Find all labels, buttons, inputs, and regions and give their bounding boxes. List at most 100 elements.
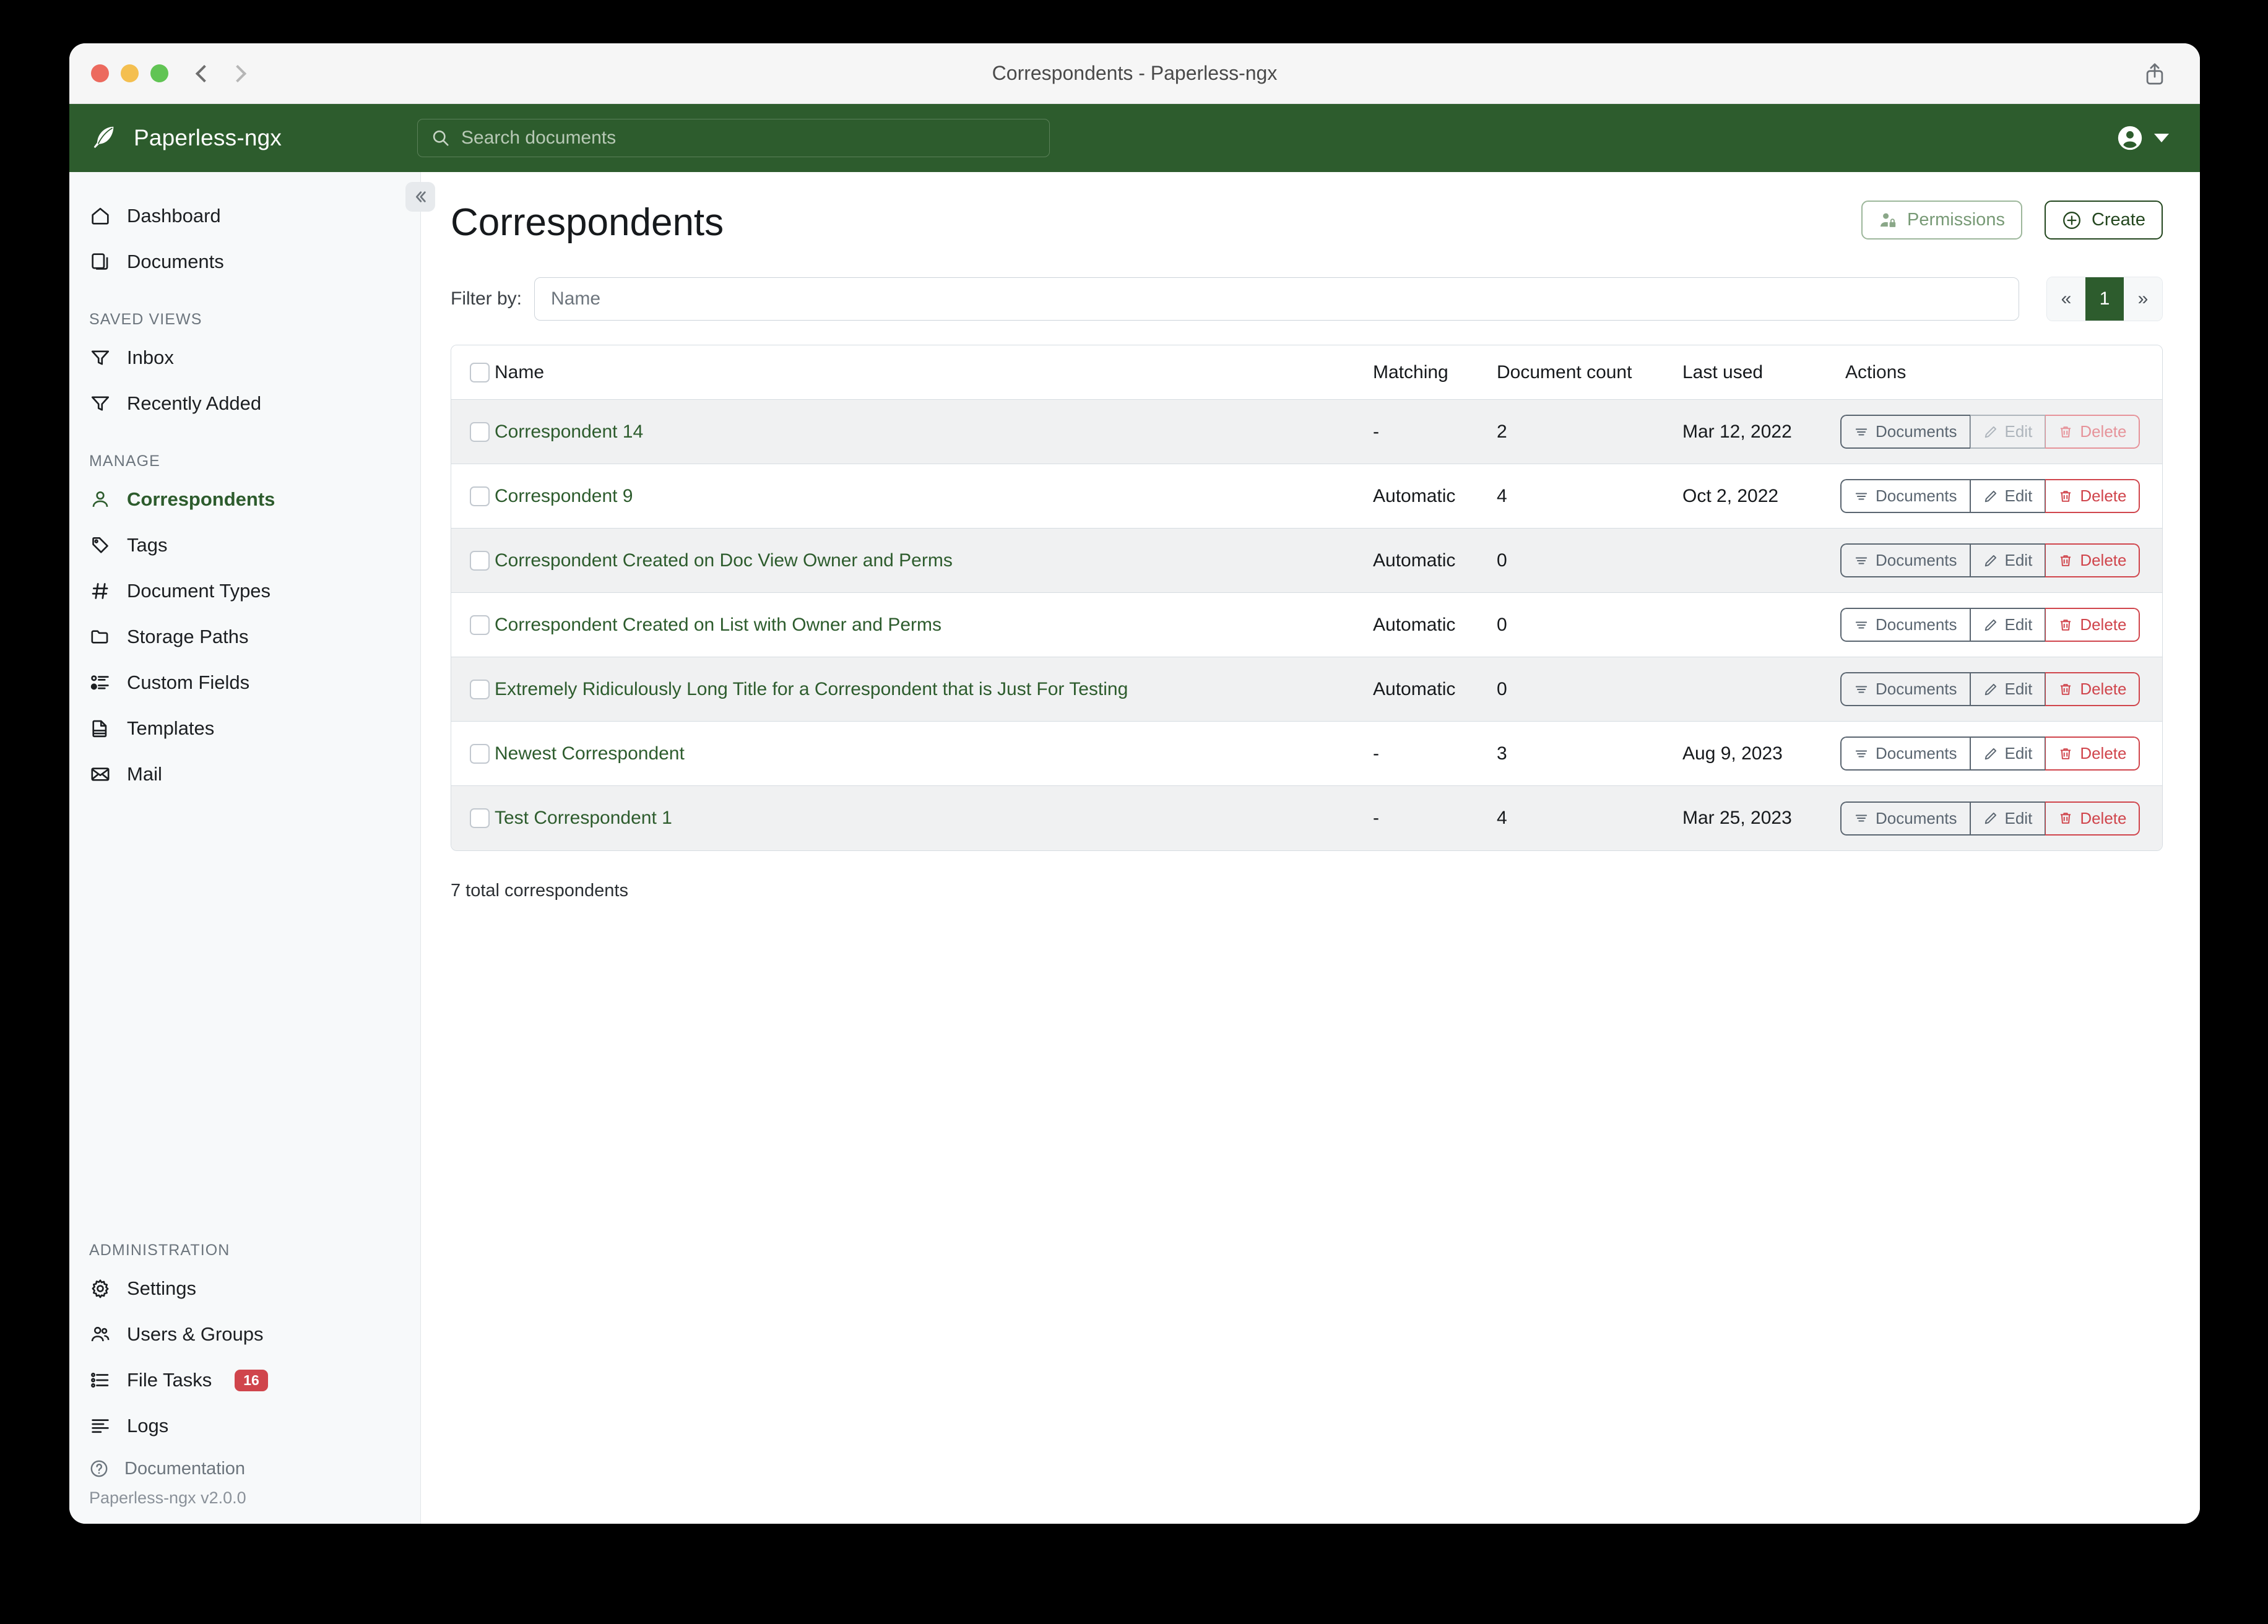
- sidebar-item-tags[interactable]: Tags: [69, 522, 420, 568]
- sidebar-item-label: Inbox: [127, 347, 174, 368]
- row-checkbox[interactable]: [470, 679, 490, 699]
- app-header: Paperless-ngx Search documents: [69, 104, 2200, 172]
- correspondent-link[interactable]: Extremely Ridiculously Long Title for a …: [495, 678, 1128, 699]
- sidebar-item-templates[interactable]: Templates: [69, 706, 420, 751]
- row-checkbox[interactable]: [470, 421, 490, 442]
- delete-button[interactable]: Delete: [2045, 608, 2140, 642]
- sidebar-item-label: Settings: [127, 1277, 197, 1299]
- pagination-prev-button[interactable]: «: [2047, 277, 2085, 321]
- correspondent-link[interactable]: Test Correspondent 1: [495, 808, 672, 828]
- delete-button[interactable]: Delete: [2045, 736, 2140, 771]
- browser-window: Correspondents - Paperless-ngx Paperless…: [69, 43, 2200, 1524]
- edit-button[interactable]: Edit: [1970, 672, 2046, 706]
- minimize-window-button[interactable]: [121, 64, 139, 82]
- row-checkbox[interactable]: [470, 743, 490, 764]
- sidebar-heading-saved-views: Saved views: [89, 311, 202, 328]
- row-checkbox[interactable]: [470, 550, 490, 571]
- delete-button[interactable]: Delete: [2045, 672, 2140, 706]
- correspondent-link[interactable]: Correspondent 9: [495, 485, 633, 506]
- pagination-page-1-button[interactable]: 1: [2085, 277, 2124, 321]
- share-icon[interactable]: [2144, 62, 2165, 85]
- person-lock-icon: [1879, 211, 1897, 230]
- table-row: Correspondent Created on List with Owner…: [451, 593, 2162, 657]
- sidebar-item-document-types[interactable]: Document Types: [69, 568, 420, 614]
- delete-button-label: Delete: [2080, 551, 2127, 569]
- sidebar-item-file-tasks[interactable]: File Tasks 16: [69, 1357, 420, 1403]
- filter-name-input[interactable]: Name: [534, 277, 2019, 321]
- select-all-checkbox[interactable]: [470, 362, 490, 382]
- row-matching-cell: Automatic: [1373, 550, 1456, 571]
- documents-button[interactable]: Documents: [1840, 608, 1970, 642]
- row-select-cell: [451, 421, 495, 442]
- delete-button[interactable]: Delete: [2045, 801, 2140, 836]
- delete-button[interactable]: Delete: [2045, 479, 2140, 513]
- filter-icon: [1854, 489, 1869, 504]
- sidebar-item-documentation[interactable]: Documentation: [69, 1449, 420, 1488]
- documents-button[interactable]: Documents: [1840, 801, 1970, 836]
- sidebar-item-documents[interactable]: Documents: [69, 239, 420, 285]
- edit-button[interactable]: Edit: [1970, 801, 2046, 836]
- double-chevron-left-icon[interactable]: [405, 182, 435, 212]
- sidebar: Dashboard Documents Saved views: [69, 172, 435, 1524]
- documents-button[interactable]: Documents: [1840, 543, 1970, 577]
- correspondent-link[interactable]: Newest Correspondent: [495, 743, 685, 764]
- permissions-button[interactable]: Permissions: [1861, 201, 2022, 240]
- trash-icon: [2058, 811, 2073, 826]
- row-checkbox[interactable]: [470, 808, 490, 828]
- column-header-last-used[interactable]: Last used: [1682, 361, 1764, 382]
- column-header-actions: Actions: [1845, 361, 1907, 382]
- chevron-right-icon[interactable]: [228, 64, 247, 82]
- documents-button[interactable]: Documents: [1840, 479, 1970, 513]
- row-checkbox[interactable]: [470, 486, 490, 506]
- row-name-cell: Extremely Ridiculously Long Title for a …: [495, 679, 1373, 700]
- row-document-count-cell: 4: [1497, 808, 1507, 828]
- funnel-icon: [89, 347, 111, 369]
- pagination-next-button[interactable]: »: [2124, 277, 2162, 321]
- edit-button-label: Edit: [2004, 744, 2033, 762]
- correspondent-link[interactable]: Correspondent 14: [495, 421, 644, 442]
- create-button[interactable]: Create: [2044, 201, 2163, 240]
- correspondent-link[interactable]: Correspondent Created on List with Owner…: [495, 614, 942, 635]
- filter-icon: [1854, 811, 1869, 826]
- window-controls: [91, 64, 168, 82]
- row-document-count-cell: 0: [1497, 550, 1507, 571]
- row-document-count-cell: 2: [1497, 421, 1507, 442]
- window-titlebar: Correspondents - Paperless-ngx: [69, 43, 2200, 104]
- edit-button[interactable]: Edit: [1970, 415, 2046, 449]
- delete-button[interactable]: Delete: [2045, 415, 2140, 449]
- page-title: Correspondents: [451, 201, 724, 244]
- close-window-button[interactable]: [91, 64, 109, 82]
- sidebar-item-custom-fields[interactable]: Custom Fields: [69, 660, 420, 706]
- delete-button-label: Delete: [2080, 486, 2127, 505]
- column-header-name[interactable]: Name: [495, 361, 545, 382]
- chevron-left-icon[interactable]: [195, 64, 214, 82]
- sidebar-item-recently-added[interactable]: Recently Added: [69, 381, 420, 426]
- sidebar-item-logs[interactable]: Logs: [69, 1403, 420, 1449]
- row-checkbox[interactable]: [470, 615, 490, 635]
- brand[interactable]: Paperless-ngx: [89, 124, 411, 152]
- sidebar-item-correspondents[interactable]: Correspondents: [69, 477, 420, 522]
- delete-button[interactable]: Delete: [2045, 543, 2140, 577]
- sidebar-item-inbox[interactable]: Inbox: [69, 335, 420, 381]
- sidebar-item-users-and-groups[interactable]: Users & Groups: [69, 1311, 420, 1357]
- documents-button[interactable]: Documents: [1840, 736, 1970, 771]
- documents-button[interactable]: Documents: [1840, 672, 1970, 706]
- table-row: Correspondent Created on Doc View Owner …: [451, 529, 2162, 593]
- user-menu-button[interactable]: [2116, 124, 2169, 152]
- edit-button[interactable]: Edit: [1970, 736, 2046, 771]
- edit-button[interactable]: Edit: [1970, 608, 2046, 642]
- maximize-window-button[interactable]: [150, 64, 168, 82]
- search-input[interactable]: Search documents: [417, 119, 1050, 157]
- sidebar-item-dashboard[interactable]: Dashboard: [69, 193, 420, 239]
- sidebar-item-mail[interactable]: Mail: [69, 751, 420, 797]
- sidebar-item-settings[interactable]: Settings: [69, 1266, 420, 1311]
- edit-button[interactable]: Edit: [1970, 479, 2046, 513]
- row-document-count-cell: 0: [1497, 678, 1507, 699]
- trash-icon: [2058, 618, 2073, 633]
- column-header-matching[interactable]: Matching: [1373, 361, 1448, 382]
- edit-button[interactable]: Edit: [1970, 543, 2046, 577]
- column-header-document-count[interactable]: Document count: [1497, 361, 1632, 382]
- documents-button[interactable]: Documents: [1840, 415, 1970, 449]
- correspondent-link[interactable]: Correspondent Created on Doc View Owner …: [495, 550, 953, 571]
- sidebar-item-storage-paths[interactable]: Storage Paths: [69, 614, 420, 660]
